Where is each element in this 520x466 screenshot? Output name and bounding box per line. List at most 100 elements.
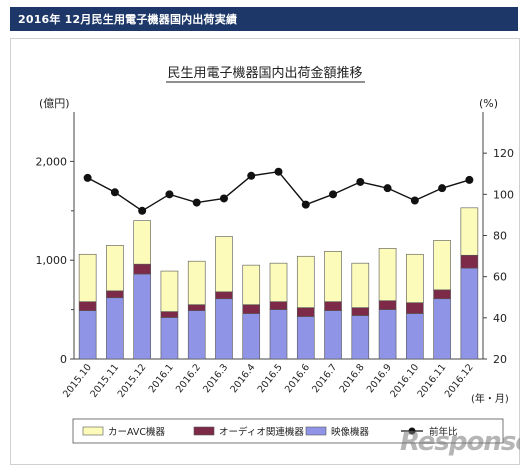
left-tick-label: 0 xyxy=(60,353,67,366)
ratio-point xyxy=(165,190,174,199)
ratio-line xyxy=(87,170,470,212)
chart-bars xyxy=(78,207,479,360)
ratio-point xyxy=(219,194,228,203)
bar-segment xyxy=(106,245,124,292)
right-tick-label: 60 xyxy=(493,271,507,284)
ratio-point xyxy=(110,188,119,197)
bar-segment xyxy=(351,262,370,308)
right-tick-label: 80 xyxy=(493,230,507,243)
bar-segment xyxy=(160,270,179,312)
bar-segment xyxy=(433,289,451,300)
bar-segment xyxy=(406,253,424,303)
ratio-point xyxy=(438,184,447,193)
ratio-point xyxy=(192,198,201,207)
bar-segment xyxy=(296,307,315,317)
header-tab: 2016年 12月民生用電子機器国内出荷実績 xyxy=(10,7,518,31)
right-tick-label: 120 xyxy=(493,147,514,160)
legend-label: 映像機器 xyxy=(331,426,370,438)
bar-segment xyxy=(378,248,397,302)
bar-segment xyxy=(215,298,233,360)
ratio-point xyxy=(383,184,392,193)
chart-title: 民生用電子機器国内出荷金額推移 xyxy=(167,65,362,81)
bar-segment xyxy=(351,307,370,316)
left-tick-label: 2,000 xyxy=(36,155,68,168)
bar-segment xyxy=(269,262,288,302)
left-tick-label: 1,000 xyxy=(36,254,68,267)
bar-segment xyxy=(187,310,206,360)
chart-ticks: 0 1,000 2,000 20 40 60 80 100 120 xyxy=(36,147,515,366)
right-tick-label: 20 xyxy=(493,353,507,366)
bar-segment xyxy=(324,310,342,360)
right-axis-unit: (%) xyxy=(479,97,498,110)
ratio-point xyxy=(247,171,256,180)
legend-label: オーディオ関連機器 xyxy=(219,426,304,438)
x-axis-unit: (年・月) xyxy=(471,392,509,405)
header-bar: 2016年 12月民生用電子機器国内出荷実績 xyxy=(0,0,520,38)
bar-segment xyxy=(187,304,206,311)
ratio-point xyxy=(329,190,338,199)
bar-segment xyxy=(296,316,315,360)
bar-segment xyxy=(406,313,424,360)
legend-label: カーAVC機器 xyxy=(108,426,166,438)
chart-x-labels: 2015.102015.112015.122016.12016.22016.32… xyxy=(61,362,476,400)
x-tick-label: 2016.1 xyxy=(147,362,176,395)
right-tick-label: 100 xyxy=(493,188,514,201)
legend-swatch xyxy=(82,426,104,436)
chart-panel: 民生用電子機器国内出荷金額推移 (億円) (%) (年・月) 0 1,000 2,0… xyxy=(10,38,520,465)
x-tick-label: 2016.7 xyxy=(310,362,339,395)
ratio-point xyxy=(138,206,147,215)
x-tick-label: 2016.3 xyxy=(201,362,230,395)
bar-segment xyxy=(160,311,179,318)
chart-legend: カーAVC機器 オーディオ関連機器 映像機器 前年比 xyxy=(72,418,504,444)
x-tick-label: 2016.2 xyxy=(174,362,203,395)
bar-segment xyxy=(460,267,479,360)
bar-segment xyxy=(406,302,424,314)
x-tick-label: 2016.8 xyxy=(338,362,367,395)
legend-swatch xyxy=(305,426,327,436)
bar-segment xyxy=(269,301,288,310)
watermark-logo: Response. xyxy=(400,427,520,457)
bar-segment xyxy=(242,264,261,305)
ratio-point xyxy=(83,173,92,182)
x-tick-label: 2016.5 xyxy=(256,362,285,395)
bar-segment xyxy=(242,313,261,360)
bar-segment xyxy=(378,300,397,310)
bar-segment xyxy=(78,253,97,302)
chart-line xyxy=(83,167,474,215)
ratio-point xyxy=(410,196,419,205)
bar-segment xyxy=(160,317,179,360)
x-tick-label: 2016.4 xyxy=(228,362,257,395)
bar-segment xyxy=(460,254,479,269)
legend-marker xyxy=(408,427,416,435)
ratio-point xyxy=(301,200,310,209)
bar-segment xyxy=(324,301,342,311)
ratio-point xyxy=(356,177,365,186)
bar-segment xyxy=(324,251,342,302)
bar-segment xyxy=(460,207,479,256)
page-title: 2016年 12月民生用電子機器国内出荷実績 xyxy=(18,13,238,26)
left-axis-unit: (億円) xyxy=(39,97,70,110)
ratio-point xyxy=(465,175,474,184)
right-tick-label: 40 xyxy=(493,312,507,325)
bar-segment xyxy=(378,309,397,360)
bar-segment xyxy=(187,260,206,305)
bar-segment xyxy=(133,263,151,275)
bar-segment xyxy=(106,290,124,299)
x-tick-label: 2016.6 xyxy=(283,362,312,395)
legend-swatch xyxy=(193,426,215,436)
x-tick-label: 2015.12 xyxy=(116,362,149,400)
bar-segment xyxy=(106,297,124,360)
bar-segment xyxy=(296,255,315,308)
bar-segment xyxy=(78,310,97,360)
bar-segment xyxy=(215,236,233,293)
ratio-point xyxy=(274,167,283,176)
bar-segment xyxy=(269,309,288,360)
bar-segment xyxy=(215,291,233,300)
bar-segment xyxy=(242,304,261,314)
chart-svg: 民生用電子機器国内出荷金額推移 (億円) (%) (年・月) 0 1,000 2,0… xyxy=(36,65,515,444)
bar-segment xyxy=(78,301,97,311)
bar-segment xyxy=(133,273,151,360)
bar-segment xyxy=(133,220,151,265)
legend-label: 前年比 xyxy=(429,426,458,438)
bar-segment xyxy=(433,298,451,360)
